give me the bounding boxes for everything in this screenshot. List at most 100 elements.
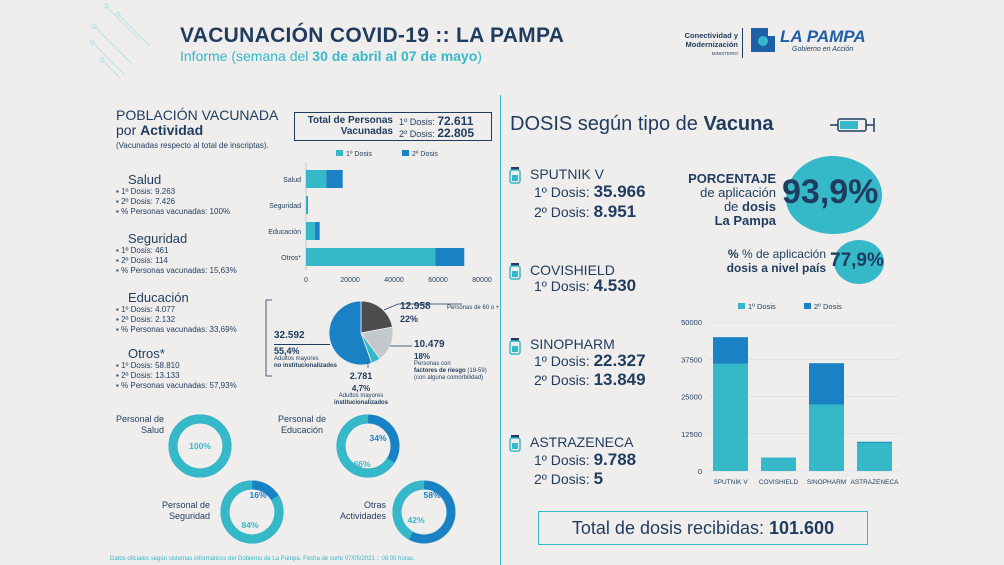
pie-label-instit: 2.781 4,7% Adultos mayores institucional… xyxy=(334,371,389,406)
donut-pct-label: 100% xyxy=(189,441,211,451)
y-tick-label: 0 xyxy=(698,467,702,476)
x-tick-label: SPUTNIK V xyxy=(713,479,748,486)
category-label: Seguridad xyxy=(269,203,301,210)
page-subtitle: Informe (semana del 30 de abril al 07 de… xyxy=(180,48,482,64)
pct-province-blob xyxy=(786,156,882,234)
category-label: Salud xyxy=(283,177,301,184)
x-tick-label: 40000 xyxy=(384,277,404,284)
bar-segment xyxy=(326,170,343,188)
vaccine-astrazeneca-d2: 2º Dosis: 5 xyxy=(534,469,604,488)
x-tick-label: COVISHIELD xyxy=(759,479,799,486)
bar-segment xyxy=(809,404,844,471)
section-title-population: POBLACIÓN VACUNADA por Actividad xyxy=(116,107,279,138)
donut-salud: 100% xyxy=(168,414,232,478)
donut-educacion: 66% 34% xyxy=(336,414,400,478)
legend-swatch xyxy=(804,303,811,309)
donut-vaccinated-arc xyxy=(168,414,232,478)
legend-swatch xyxy=(336,150,343,156)
page-title: VACUNACIÓN COVID-19 :: LA PAMPA xyxy=(180,24,565,47)
vaccine-sputnik-d1: 1º Dosis: 35.966 xyxy=(534,182,646,201)
pie-label-noinstit: 32.592 55,4% Adultos mayores no instituc… xyxy=(274,330,338,369)
vaccine-sputnik-d2: 2º Dosis: 8.951 xyxy=(534,202,637,221)
pct-national-value: 77,9% xyxy=(830,250,884,271)
pct-province-label: PORCENTAJE de aplicación de dosis La Pam… xyxy=(688,171,776,228)
donut-label-educacion: Personal de Educación xyxy=(277,414,327,435)
y-tick-label: 50000 xyxy=(681,318,702,327)
total-dose2: 2º Dosis: 22.805 xyxy=(399,126,475,140)
bar-segment xyxy=(857,441,892,471)
x-tick-label: 60000 xyxy=(428,277,448,284)
ministry-logo-text: Conectividad y Modernización MINISTERIO xyxy=(684,31,738,56)
pie-slice xyxy=(328,300,373,366)
category-name: Otros* xyxy=(128,346,165,361)
leader-line xyxy=(383,303,399,311)
bar-segment xyxy=(306,222,315,240)
population-note: (Vacunadas respecto al total de inscript… xyxy=(116,141,269,150)
legend-label: 2º Dosis xyxy=(814,302,842,311)
x-tick-label: 20000 xyxy=(340,277,360,284)
la-pampa-emblem-icon xyxy=(751,28,775,52)
activity-bar-chart: 1º Dosis 2º Dosis Salud Seguridad Educación O… xyxy=(268,150,492,284)
category-salud: Salud 1º Dosis: 9.2632º Dosis: 7.426% Pe… xyxy=(116,172,230,217)
pie-label-60plus: 12.958 Personas de 60 o + 22% xyxy=(400,301,500,324)
donut-pct-label: 58% xyxy=(423,490,440,500)
category-name: Seguridad xyxy=(128,231,188,246)
decorative-lines xyxy=(89,3,151,79)
donut-pct-label: 42% xyxy=(407,515,424,525)
vaccine-name-sputnik: SPUTNIK V xyxy=(530,166,604,182)
total-vaccinated-box: Total de Personas Vacunadas 1º Dosis: 72… xyxy=(294,112,492,141)
x-tick-label: 0 xyxy=(304,277,308,284)
category-label: Educación xyxy=(268,229,301,236)
bar-segment xyxy=(809,363,844,405)
footnote: Datos oficiales según sistemas informáti… xyxy=(110,556,415,562)
vaccine-covishield-d1: 1º Dosis: 4.530 xyxy=(534,276,637,295)
category-otros: Otros* 1º Dosis: 58.8102º Dosis: 13.133%… xyxy=(116,346,237,391)
vial-icon xyxy=(509,338,521,355)
donut-seguridad: 84% 16% xyxy=(220,480,284,544)
category-educacion: Educación 1º Dosis: 4.0772º Dosis: 2.132… xyxy=(116,290,237,335)
total-vaccinated-label: Total de Personas Vacunadas xyxy=(307,115,393,137)
bar-segment xyxy=(857,441,892,443)
donut-vaccinated-arc xyxy=(392,480,456,544)
x-tick-label: 80000 xyxy=(472,277,492,284)
x-tick-label: SINOPHARM xyxy=(807,479,846,486)
donut-pct-label: 84% xyxy=(241,520,258,530)
pct-province-value: 93,9% xyxy=(782,173,879,211)
bar-segment xyxy=(435,248,465,266)
x-tick-label: ASTRAZENECA xyxy=(850,479,899,486)
y-tick-label: 12500 xyxy=(681,430,702,439)
bar-segment xyxy=(306,248,436,266)
category-name: Educación xyxy=(128,290,189,305)
vaccine-bar-chart: 1º Dosis 2º Dosis 0 12500 25000 37500 50000 SPU… xyxy=(681,302,900,486)
vaccine-name-astrazeneca: ASTRAZENECA xyxy=(530,434,634,450)
pct-national-blob xyxy=(834,240,884,284)
syringe-icon xyxy=(830,118,875,132)
divider-logo xyxy=(742,28,743,58)
vial-icon xyxy=(509,167,521,184)
total-doses-box: Total de dosis recibidas: 101.600 xyxy=(538,511,868,545)
legend-swatch xyxy=(738,303,745,309)
vertical-divider xyxy=(500,95,501,565)
logo-la-pampa: LA PAMPA xyxy=(780,27,866,46)
bar-segment xyxy=(713,363,748,471)
donut-vaccinated-arc xyxy=(220,480,284,544)
donut-label-seguridad: Personal de Seguridad xyxy=(161,500,210,521)
population-pie-chart xyxy=(265,299,462,377)
vaccine-name-covishield: COVISHIELD xyxy=(530,262,615,278)
logo-slogan: Gobierno en Acción xyxy=(792,46,854,53)
y-tick-label: 25000 xyxy=(681,393,702,402)
vaccine-sinopharm-d1: 1º Dosis: 22.327 xyxy=(534,351,646,370)
legend-swatch xyxy=(402,150,409,156)
total-dose1: 1º Dosis: 72.611 xyxy=(399,114,474,128)
category-name: Salud xyxy=(128,172,162,187)
donut-label-salud: Personal de Salud xyxy=(115,414,164,435)
y-tick-label: 37500 xyxy=(681,355,702,364)
category-seguridad: Seguridad 1º Dosis: 4612º Dosis: 114% Pe… xyxy=(116,231,237,276)
pie-slice xyxy=(360,300,393,334)
pct-national-label: % % de aplicación dosis a nivel país xyxy=(726,247,826,275)
donut-pct-label: 66% xyxy=(353,459,370,469)
category-label: Otros* xyxy=(281,255,301,262)
bar-segment xyxy=(307,196,308,214)
vial-icon xyxy=(509,263,521,280)
vaccine-name-sinopharm: SINOPHARM xyxy=(530,336,615,352)
